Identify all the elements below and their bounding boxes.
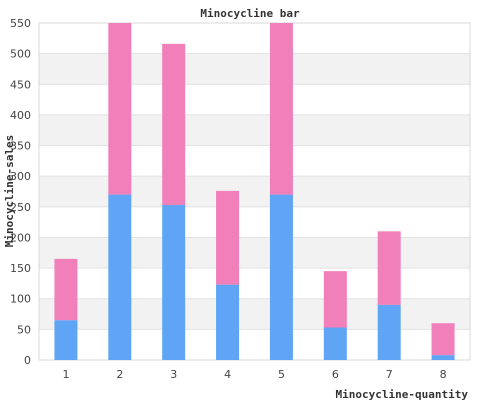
bar-segment — [216, 190, 240, 285]
x-tick-label: 5 — [278, 368, 285, 381]
bar-segment — [323, 271, 347, 328]
x-tick-label: 2 — [116, 368, 123, 381]
plot-band — [39, 23, 470, 54]
y-tick-label: 550 — [10, 17, 31, 30]
bar-segment — [108, 23, 132, 195]
y-tick-label: 200 — [10, 231, 31, 244]
plot-band — [39, 53, 470, 85]
plot-band — [39, 176, 470, 207]
x-tick-label: 8 — [440, 368, 447, 381]
bar-segment — [216, 284, 240, 360]
plot-band — [39, 298, 470, 330]
plot-band — [39, 329, 470, 360]
x-tick-label: 6 — [332, 368, 339, 381]
y-tick-label: 0 — [24, 354, 31, 367]
y-tick-label: 100 — [10, 293, 31, 306]
plot-band — [39, 268, 470, 299]
bar-segment — [377, 231, 401, 305]
x-tick-label: 1 — [62, 368, 69, 381]
bar-segment — [431, 355, 455, 360]
bars — [54, 23, 455, 360]
plot-band — [39, 206, 470, 238]
bar-segment — [162, 204, 186, 360]
y-tick-label: 400 — [10, 109, 31, 122]
plot-frame — [38, 22, 471, 361]
plot-band — [39, 84, 470, 115]
bar-segment — [108, 194, 132, 360]
y-tick-label: 50 — [17, 323, 31, 336]
y-tick-label: 500 — [10, 48, 31, 61]
bar-segment — [54, 320, 78, 360]
x-axis-label: Minocycline-quantity — [336, 388, 469, 400]
bar-segment — [269, 194, 293, 360]
x-axis-ticks: 1 2 3 4 5 6 7 8 — [62, 368, 446, 381]
x-tick-label: 3 — [170, 368, 177, 381]
plot-bands — [39, 23, 470, 360]
bar-segment — [269, 23, 293, 195]
x-tick-label: 7 — [386, 368, 393, 381]
bar-segment — [377, 304, 401, 360]
bar-segment — [431, 323, 455, 356]
chart-title: Minocycline bar — [200, 7, 300, 20]
bar-segment — [162, 43, 186, 205]
y-axis-label: Minocycline-sales — [3, 135, 16, 248]
x-tick-label: 4 — [224, 368, 231, 381]
y-tick-label: 450 — [10, 78, 31, 91]
y-tick-label: 250 — [10, 201, 31, 214]
y-tick-label: 150 — [10, 262, 31, 275]
bar-segment — [323, 327, 347, 360]
y-axis-ticks: 0 50 100 150 200 250 300 350 400 450 500 550 — [10, 17, 31, 367]
plot-band — [39, 145, 470, 177]
y-tick-label: 300 — [10, 170, 31, 183]
plot-band — [39, 114, 470, 146]
y-tick-label: 350 — [10, 140, 31, 153]
bar-segment — [54, 258, 78, 321]
plot-band — [39, 237, 470, 269]
